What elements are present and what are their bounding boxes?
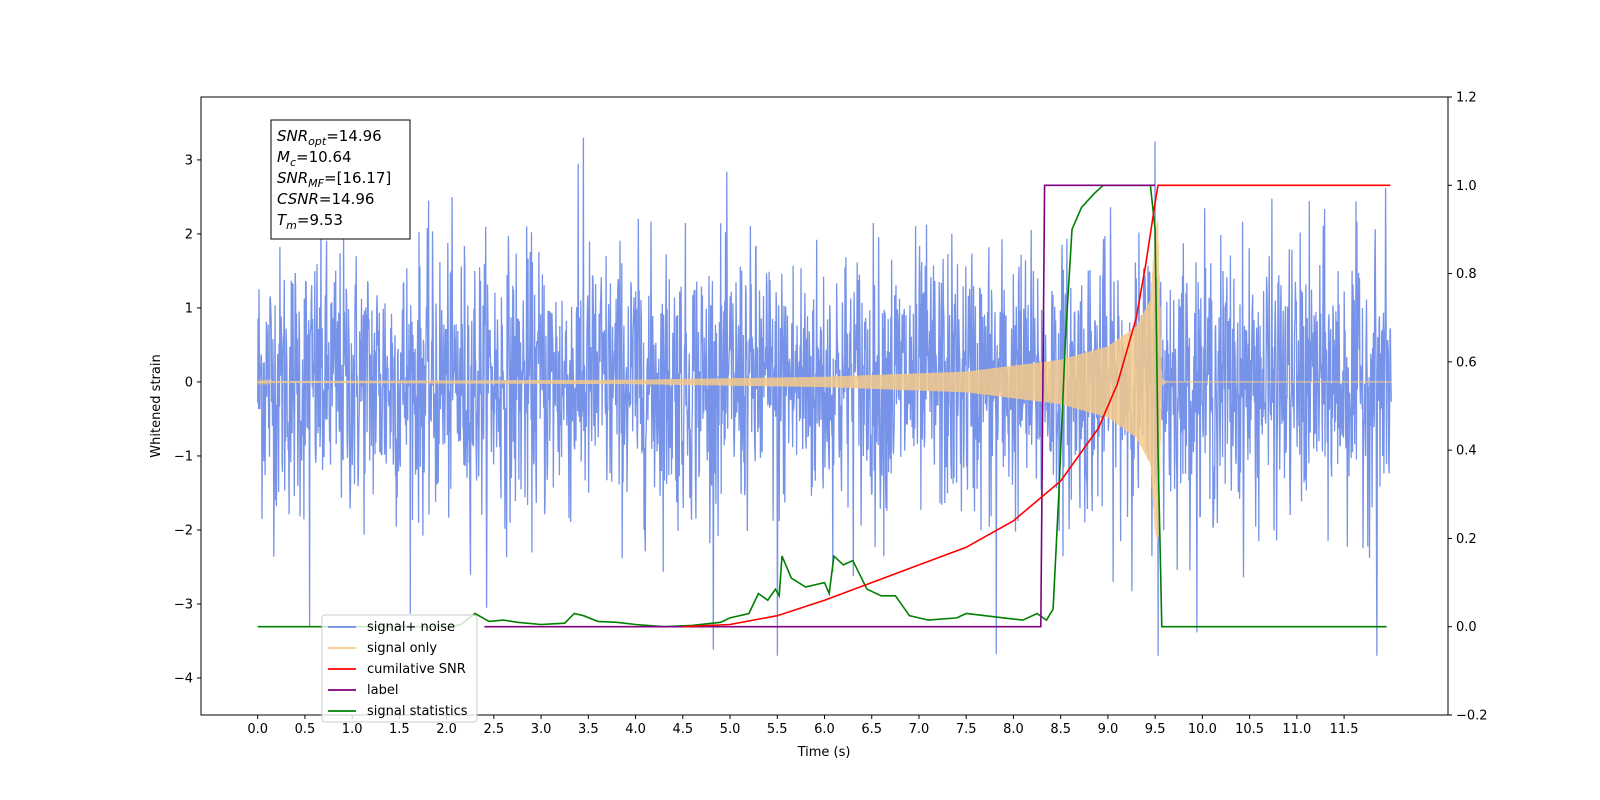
info-box-value: =14.96 [326, 127, 382, 145]
y-tick-label: −1 [174, 449, 193, 464]
x-tick-label: 10.0 [1188, 722, 1217, 737]
info-box: SNRopt=14.96Mc=10.64SNRMF=[16.17]CSNR=14… [270, 119, 411, 240]
series-line-signal-statistics [257, 184, 1387, 628]
info-box-frame [270, 119, 411, 240]
y2-tick-label: 0.2 [1456, 532, 1477, 547]
x-tick-label: 6.0 [814, 722, 835, 737]
y-tick-label: −4 [174, 671, 193, 686]
info-box-row: Mc=10.64 [277, 148, 352, 169]
x-tick-label: 6.5 [861, 722, 882, 737]
legend-label: cumilative SNR [367, 662, 466, 677]
y2-tick-label: 0.0 [1456, 620, 1477, 635]
x-tick-label: 3.0 [531, 722, 552, 737]
y-tick-label: 0 [185, 375, 193, 390]
x-tick-label: 11.0 [1282, 722, 1311, 737]
y2-tick-label: 0.8 [1456, 267, 1477, 282]
x-axis: 0.0 0.5 1.0 1.5 2.0 2.5 3.0 3.5 4.0 4.5 5.0 5.5 6.0 6… [247, 715, 1359, 737]
info-box-row: Tm=9.53 [277, 211, 343, 232]
signal-only-line [257, 220, 1392, 542]
y2-tick-label: 1.0 [1456, 179, 1477, 194]
x-tick-label: 4.0 [625, 722, 646, 737]
x-tick-label: 7.0 [909, 722, 930, 737]
x-tick-label: 11.5 [1330, 722, 1359, 737]
y-tick-label: −2 [174, 523, 193, 538]
info-box-subscript: m [286, 219, 297, 232]
x-tick-label: 5.0 [720, 722, 741, 737]
series-signal-only [257, 220, 1392, 542]
info-box-symbol: SNR [277, 169, 308, 187]
x-tick-label: 2.5 [484, 722, 505, 737]
x-tick-label: 5.5 [767, 722, 788, 737]
info-box-subscript: opt [308, 135, 327, 148]
y2-tick-label: 0.6 [1456, 355, 1477, 370]
legend-label: label [367, 683, 398, 698]
y-tick-label: 2 [185, 227, 193, 242]
y-axis: −4 −3 −2 −1 0 1 2 3 [174, 153, 201, 686]
y-tick-label: 1 [185, 301, 193, 316]
info-box-value: =9.53 [297, 211, 343, 229]
x-tick-label: 3.5 [578, 722, 599, 737]
x-axis-label: Time (s) [797, 745, 851, 760]
series-signal-noise [257, 137, 1392, 656]
x-tick-label: 4.5 [672, 722, 693, 737]
info-box-row: SNRopt=14.96 [277, 127, 382, 148]
x-tick-label: 8.5 [1050, 722, 1071, 737]
info-box-symbol: M [277, 148, 290, 166]
y-tick-label: −3 [174, 597, 193, 612]
legend: signal+ noise signal only cumilative SNR la… [321, 614, 478, 723]
legend-frame [321, 614, 478, 723]
x-tick-label: 7.5 [956, 722, 977, 737]
x-tick-label: 9.5 [1145, 722, 1166, 737]
signal-noise-line [257, 137, 1392, 656]
info-box-symbol: T [277, 211, 288, 229]
y2-tick-label: −0.2 [1456, 709, 1488, 724]
x-tick-label: 9.0 [1098, 722, 1119, 737]
legend-label: signal statistics [367, 704, 468, 719]
info-box-subscript: c [290, 156, 296, 169]
y2-tick-label: 0.4 [1456, 444, 1477, 459]
x-tick-label: 10.5 [1235, 722, 1264, 737]
x-tick-label: 1.5 [389, 722, 410, 737]
info-box-row: SNRMF=[16.17] [277, 169, 391, 190]
y2-tick-label: 1.2 [1456, 91, 1477, 106]
info-box-row: CSNR=14.96 [277, 190, 374, 208]
info-box-symbol: SNR [277, 127, 308, 145]
series-line-cumilative-snr [682, 184, 1391, 628]
y-tick-label: 3 [185, 153, 193, 168]
info-box-value: =10.64 [296, 148, 352, 166]
y2-axis: −0.2 0.0 0.2 0.4 0.6 0.8 1.0 1.2 [1448, 91, 1488, 724]
info-box-subscript: MF [308, 177, 324, 190]
legend-label: signal+ noise [367, 620, 455, 635]
info-box-value: =[16.17] [324, 169, 391, 187]
x-tick-label: 2.0 [436, 722, 457, 737]
x-tick-label: 8.0 [1003, 722, 1024, 737]
series-right-axis [257, 184, 1391, 628]
info-box-value: =14.96 [319, 190, 375, 208]
legend-label: signal only [367, 641, 437, 656]
series-line-label [484, 184, 1156, 628]
x-tick-label: 0.0 [247, 722, 268, 737]
y-axis-label: Whitened strain [149, 354, 164, 457]
x-tick-label: 1.0 [342, 722, 363, 737]
info-box-symbol: CSNR [277, 190, 319, 208]
x-tick-label: 0.5 [295, 722, 316, 737]
